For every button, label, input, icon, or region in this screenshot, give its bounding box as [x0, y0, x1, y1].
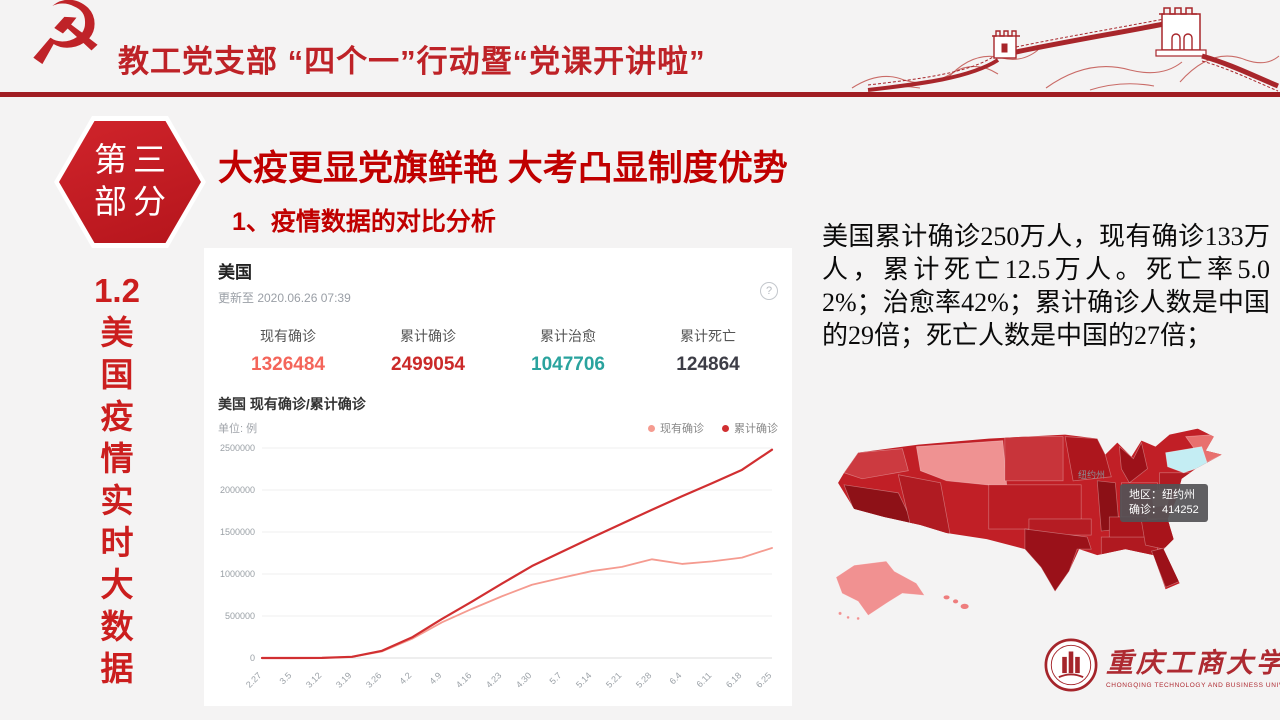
chart-title: 美国 现有确诊/累计确诊 — [218, 396, 366, 412]
svg-text:6.18: 6.18 — [724, 670, 743, 689]
usa-map-svg — [835, 428, 1222, 621]
stat-value: 2499054 — [391, 354, 465, 375]
covid-dashboard-panel: 美国 更新至 2020.06.26 07:39 ? 现有确诊 1326484 累… — [204, 248, 792, 706]
vlabel-char: 美 — [100, 314, 134, 351]
legend-item-total: 累计确诊 — [722, 420, 778, 436]
alaska-shape — [835, 560, 926, 621]
svg-text:6.4: 6.4 — [667, 670, 683, 686]
stat-label: 累计确诊 — [400, 328, 456, 344]
university-name: 重庆工商大学 — [1106, 648, 1280, 678]
svg-text:5.28: 5.28 — [634, 670, 653, 689]
stat-label: 累计死亡 — [680, 328, 736, 344]
svg-text:3.12: 3.12 — [304, 670, 323, 689]
section-badge: 第三 部分 — [54, 116, 206, 248]
vlabel-char: 国 — [100, 356, 134, 393]
stat-value: 1326484 — [251, 354, 325, 375]
stat-value: 124864 — [676, 354, 740, 375]
chart-legend: 现有确诊 累计确诊 — [648, 420, 778, 436]
svg-text:500000: 500000 — [225, 611, 255, 621]
hawaii-shape — [943, 595, 969, 609]
section-badge-line2: 部分 — [94, 185, 172, 221]
chart-unit-label: 单位: 例 — [218, 423, 258, 435]
vlabel-char: 1.2 — [94, 272, 140, 309]
map-state-label: 纽约州 — [1078, 470, 1106, 480]
vlabel-char: 疫 — [100, 398, 134, 435]
svg-text:4.23: 4.23 — [484, 670, 503, 689]
svg-text:6.25: 6.25 — [754, 670, 773, 689]
svg-text:3.19: 3.19 — [334, 670, 353, 689]
great-wall-art — [851, 7, 1280, 92]
vlabel-char: 大 — [100, 566, 134, 603]
help-icon: ? — [760, 282, 778, 300]
svg-text:4.30: 4.30 — [514, 670, 533, 689]
stat-label: 现有确诊 — [260, 328, 316, 344]
legend-label: 累计确诊 — [734, 423, 778, 435]
usa-choropleth-map: 纽约州 地区：纽约州 确诊：414252 — [828, 424, 1260, 622]
map-tooltip: 地区：纽约州 确诊：414252 — [1120, 484, 1208, 522]
svg-text:0: 0 — [250, 653, 255, 663]
university-name-en: CHONGQING TECHNOLOGY AND BUSINESS UNIVER… — [1106, 682, 1280, 689]
svg-text:4.2: 4.2 — [397, 670, 413, 686]
vlabel-char: 情 — [100, 440, 134, 477]
svg-text:3.5: 3.5 — [277, 670, 293, 686]
legend-label: 现有确诊 — [660, 423, 704, 435]
header-divider — [0, 92, 1280, 97]
page-title: 大疫更显党旗鲜艳 大考凸显制度优势 — [218, 149, 788, 188]
svg-text:4.9: 4.9 — [427, 670, 443, 686]
stat-current-confirmed: 现有确诊 1326484 — [218, 326, 358, 376]
slide-header-title: 教工党支部 “四个一”行动暨“党课开讲啦” — [118, 44, 706, 79]
svg-text:2.27: 2.27 — [244, 670, 263, 689]
vertical-section-label: 1.2 美 国 疫 情 实 时 大 数 据 — [88, 270, 146, 690]
vlabel-char: 时 — [100, 524, 134, 561]
legend-dot-icon — [648, 424, 655, 432]
svg-text:1000000: 1000000 — [220, 569, 255, 579]
map-tooltip-confirmed: 确诊：414252 — [1129, 504, 1199, 516]
summary-text: 美国累计确诊250万人，现有确诊133万人，累计死亡12.5万人。死亡率5.02… — [822, 222, 1270, 350]
map-tooltip-region: 地区：纽约州 — [1129, 489, 1195, 501]
vlabel-char: 实 — [100, 482, 134, 519]
stat-cured: 累计治愈 1047706 — [498, 326, 638, 376]
stat-label: 累计治愈 — [540, 328, 596, 344]
dashboard-updated: 更新至 2020.06.26 07:39 — [218, 291, 351, 305]
svg-text:6.11: 6.11 — [694, 670, 713, 689]
legend-dot-icon — [722, 424, 729, 432]
legend-item-current: 现有确诊 — [648, 420, 704, 436]
university-seal-icon — [1044, 638, 1098, 692]
stat-value: 1047706 — [531, 354, 605, 375]
svg-text:5.14: 5.14 — [574, 670, 593, 689]
stat-total-confirmed: 累计确诊 2499054 — [358, 326, 498, 376]
dashboard-country: 美国 — [218, 263, 252, 282]
party-emblem-icon: ☭ — [26, 0, 105, 85]
vlabel-char: 数 — [100, 608, 134, 645]
svg-text:5.7: 5.7 — [547, 670, 563, 686]
university-logo: 重庆工商大学 CHONGQING TECHNOLOGY AND BUSINESS… — [1044, 638, 1280, 692]
vlabel-char: 据 — [100, 650, 134, 687]
svg-text:5.21: 5.21 — [604, 670, 623, 689]
stats-row: 现有确诊 1326484 累计确诊 2499054 累计治愈 1047706 累… — [218, 326, 778, 376]
svg-text:2000000: 2000000 — [220, 485, 255, 495]
line-chart: 0 500000 1000000 1500000 2000000 2500000 2.27 3… — [220, 443, 773, 690]
svg-text:4.16: 4.16 — [454, 670, 473, 689]
stat-deaths: 累计死亡 124864 — [638, 326, 778, 376]
section-badge-line1: 第三 — [94, 143, 172, 179]
page-subtitle: 1、疫情数据的对比分析 — [232, 208, 496, 236]
svg-text:2500000: 2500000 — [220, 443, 255, 453]
svg-text:3.26: 3.26 — [364, 670, 383, 689]
svg-text:1500000: 1500000 — [220, 527, 255, 537]
